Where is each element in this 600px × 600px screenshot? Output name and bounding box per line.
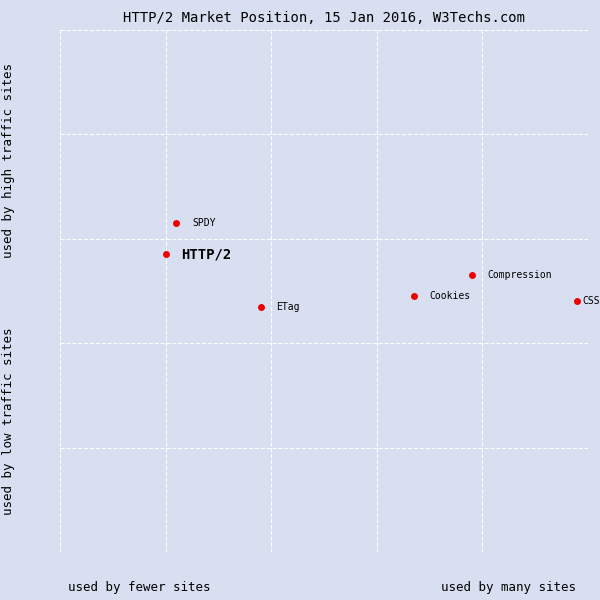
Text: CSS: CSS bbox=[583, 296, 600, 307]
Text: ETag: ETag bbox=[277, 302, 300, 311]
Text: used by high traffic sites: used by high traffic sites bbox=[2, 63, 16, 258]
Text: HTTP/2: HTTP/2 bbox=[181, 247, 232, 262]
Point bbox=[409, 292, 419, 301]
Point bbox=[256, 302, 265, 311]
Text: used by fewer sites: used by fewer sites bbox=[68, 581, 211, 594]
Point bbox=[161, 250, 170, 259]
Point bbox=[572, 296, 582, 306]
Text: used by low traffic sites: used by low traffic sites bbox=[2, 328, 16, 515]
Point bbox=[467, 271, 476, 280]
Title: HTTP/2 Market Position, 15 Jan 2016, W3Techs.com: HTTP/2 Market Position, 15 Jan 2016, W3T… bbox=[123, 11, 525, 25]
Text: SPDY: SPDY bbox=[192, 218, 215, 228]
Text: Compression: Compression bbox=[488, 271, 553, 280]
Text: Cookies: Cookies bbox=[430, 291, 471, 301]
Point bbox=[172, 218, 181, 228]
Text: used by many sites: used by many sites bbox=[442, 581, 576, 594]
